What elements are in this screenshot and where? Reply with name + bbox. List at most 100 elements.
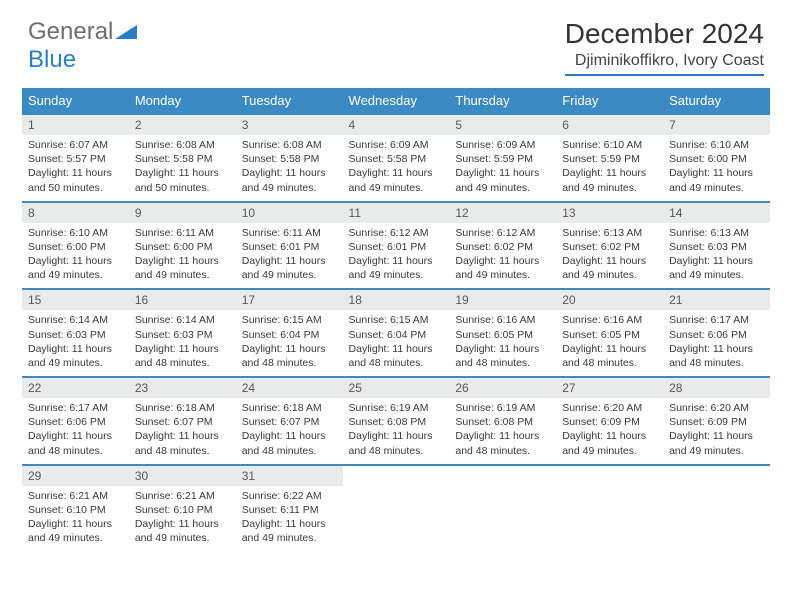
calendar-cell: 13Sunrise: 6:13 AMSunset: 6:02 PMDayligh… (556, 202, 663, 290)
month-title: December 2024 (565, 18, 764, 50)
day-number: 12 (449, 203, 556, 223)
logo-word2: Blue (28, 46, 76, 73)
day-number: 17 (236, 290, 343, 310)
day-data: Sunrise: 6:16 AMSunset: 6:05 PMDaylight:… (449, 310, 556, 376)
day-data: Sunrise: 6:18 AMSunset: 6:07 PMDaylight:… (236, 398, 343, 464)
day-data: Sunrise: 6:10 AMSunset: 6:00 PMDaylight:… (22, 223, 129, 289)
calendar-cell: 14Sunrise: 6:13 AMSunset: 6:03 PMDayligh… (663, 202, 770, 290)
logo: General Blue (28, 18, 137, 74)
day-number: 25 (343, 378, 450, 398)
weekday-header: Saturday (663, 88, 770, 114)
day-data: Sunrise: 6:09 AMSunset: 5:59 PMDaylight:… (449, 135, 556, 201)
day-number: 23 (129, 378, 236, 398)
calendar-cell: 22Sunrise: 6:17 AMSunset: 6:06 PMDayligh… (22, 377, 129, 465)
weekday-header: Monday (129, 88, 236, 114)
day-number: 29 (22, 466, 129, 486)
day-data: Sunrise: 6:20 AMSunset: 6:09 PMDaylight:… (556, 398, 663, 464)
day-number: 8 (22, 203, 129, 223)
weekday-header: Sunday (22, 88, 129, 114)
day-number: 4 (343, 115, 450, 135)
calendar-cell: 4Sunrise: 6:09 AMSunset: 5:58 PMDaylight… (343, 114, 450, 202)
calendar-cell: 1Sunrise: 6:07 AMSunset: 5:57 PMDaylight… (22, 114, 129, 202)
day-number: 3 (236, 115, 343, 135)
calendar-cell: 2Sunrise: 6:08 AMSunset: 5:58 PMDaylight… (129, 114, 236, 202)
day-data: Sunrise: 6:10 AMSunset: 5:59 PMDaylight:… (556, 135, 663, 201)
calendar-cell (449, 465, 556, 552)
calendar-cell: 31Sunrise: 6:22 AMSunset: 6:11 PMDayligh… (236, 465, 343, 552)
calendar-cell: 23Sunrise: 6:18 AMSunset: 6:07 PMDayligh… (129, 377, 236, 465)
day-data: Sunrise: 6:20 AMSunset: 6:09 PMDaylight:… (663, 398, 770, 464)
day-data: Sunrise: 6:19 AMSunset: 6:08 PMDaylight:… (343, 398, 450, 464)
day-data: Sunrise: 6:17 AMSunset: 6:06 PMDaylight:… (663, 310, 770, 376)
day-data: Sunrise: 6:12 AMSunset: 6:01 PMDaylight:… (343, 223, 450, 289)
day-data: Sunrise: 6:14 AMSunset: 6:03 PMDaylight:… (129, 310, 236, 376)
day-number: 22 (22, 378, 129, 398)
day-data: Sunrise: 6:19 AMSunset: 6:08 PMDaylight:… (449, 398, 556, 464)
calendar-cell: 11Sunrise: 6:12 AMSunset: 6:01 PMDayligh… (343, 202, 450, 290)
calendar-week-row: 8Sunrise: 6:10 AMSunset: 6:00 PMDaylight… (22, 202, 770, 290)
day-number: 15 (22, 290, 129, 310)
day-data: Sunrise: 6:07 AMSunset: 5:57 PMDaylight:… (22, 135, 129, 201)
weekday-header: Tuesday (236, 88, 343, 114)
day-data: Sunrise: 6:11 AMSunset: 6:00 PMDaylight:… (129, 223, 236, 289)
weekday-header: Thursday (449, 88, 556, 114)
calendar-week-row: 15Sunrise: 6:14 AMSunset: 6:03 PMDayligh… (22, 289, 770, 377)
calendar-cell: 6Sunrise: 6:10 AMSunset: 5:59 PMDaylight… (556, 114, 663, 202)
calendar-cell (663, 465, 770, 552)
day-data: Sunrise: 6:10 AMSunset: 6:00 PMDaylight:… (663, 135, 770, 201)
day-number: 1 (22, 115, 129, 135)
day-number: 14 (663, 203, 770, 223)
day-data: Sunrise: 6:08 AMSunset: 5:58 PMDaylight:… (236, 135, 343, 201)
calendar-cell: 24Sunrise: 6:18 AMSunset: 6:07 PMDayligh… (236, 377, 343, 465)
calendar-cell: 12Sunrise: 6:12 AMSunset: 6:02 PMDayligh… (449, 202, 556, 290)
day-data: Sunrise: 6:16 AMSunset: 6:05 PMDaylight:… (556, 310, 663, 376)
calendar-cell: 29Sunrise: 6:21 AMSunset: 6:10 PMDayligh… (22, 465, 129, 552)
day-data: Sunrise: 6:08 AMSunset: 5:58 PMDaylight:… (129, 135, 236, 201)
calendar-cell (556, 465, 663, 552)
calendar-cell: 28Sunrise: 6:20 AMSunset: 6:09 PMDayligh… (663, 377, 770, 465)
day-number: 7 (663, 115, 770, 135)
day-number: 19 (449, 290, 556, 310)
day-data: Sunrise: 6:13 AMSunset: 6:02 PMDaylight:… (556, 223, 663, 289)
calendar-cell: 7Sunrise: 6:10 AMSunset: 6:00 PMDaylight… (663, 114, 770, 202)
calendar-week-row: 29Sunrise: 6:21 AMSunset: 6:10 PMDayligh… (22, 465, 770, 552)
day-number: 13 (556, 203, 663, 223)
day-number: 20 (556, 290, 663, 310)
day-number: 27 (556, 378, 663, 398)
calendar-cell: 15Sunrise: 6:14 AMSunset: 6:03 PMDayligh… (22, 289, 129, 377)
calendar-table: Sunday Monday Tuesday Wednesday Thursday… (22, 88, 770, 551)
calendar-cell: 10Sunrise: 6:11 AMSunset: 6:01 PMDayligh… (236, 202, 343, 290)
day-number: 21 (663, 290, 770, 310)
day-number: 26 (449, 378, 556, 398)
day-number: 10 (236, 203, 343, 223)
location: Djiminikoffikro, Ivory Coast (565, 52, 764, 76)
calendar-cell: 18Sunrise: 6:15 AMSunset: 6:04 PMDayligh… (343, 289, 450, 377)
calendar-cell: 3Sunrise: 6:08 AMSunset: 5:58 PMDaylight… (236, 114, 343, 202)
day-number: 28 (663, 378, 770, 398)
day-data: Sunrise: 6:18 AMSunset: 6:07 PMDaylight:… (129, 398, 236, 464)
day-number: 6 (556, 115, 663, 135)
day-number: 9 (129, 203, 236, 223)
day-number: 30 (129, 466, 236, 486)
day-number: 16 (129, 290, 236, 310)
logo-triangle-icon (115, 23, 137, 44)
day-number: 11 (343, 203, 450, 223)
day-data: Sunrise: 6:15 AMSunset: 6:04 PMDaylight:… (236, 310, 343, 376)
calendar-cell: 8Sunrise: 6:10 AMSunset: 6:00 PMDaylight… (22, 202, 129, 290)
day-number: 5 (449, 115, 556, 135)
calendar-body: 1Sunrise: 6:07 AMSunset: 5:57 PMDaylight… (22, 114, 770, 551)
weekday-header: Wednesday (343, 88, 450, 114)
calendar-week-row: 1Sunrise: 6:07 AMSunset: 5:57 PMDaylight… (22, 114, 770, 202)
day-number: 2 (129, 115, 236, 135)
calendar-cell: 25Sunrise: 6:19 AMSunset: 6:08 PMDayligh… (343, 377, 450, 465)
day-data: Sunrise: 6:11 AMSunset: 6:01 PMDaylight:… (236, 223, 343, 289)
calendar-cell: 9Sunrise: 6:11 AMSunset: 6:00 PMDaylight… (129, 202, 236, 290)
day-data: Sunrise: 6:15 AMSunset: 6:04 PMDaylight:… (343, 310, 450, 376)
title-block: December 2024 Djiminikoffikro, Ivory Coa… (565, 18, 764, 76)
day-data: Sunrise: 6:09 AMSunset: 5:58 PMDaylight:… (343, 135, 450, 201)
logo-word1: General (28, 18, 113, 45)
calendar-cell: 27Sunrise: 6:20 AMSunset: 6:09 PMDayligh… (556, 377, 663, 465)
day-number: 31 (236, 466, 343, 486)
day-number: 24 (236, 378, 343, 398)
day-data: Sunrise: 6:13 AMSunset: 6:03 PMDaylight:… (663, 223, 770, 289)
